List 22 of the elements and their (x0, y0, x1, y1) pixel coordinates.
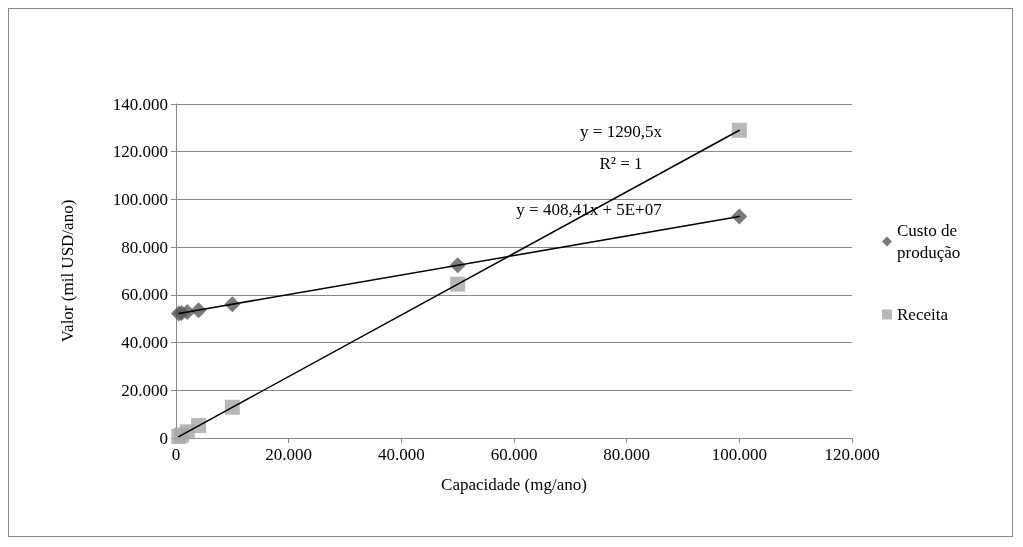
x-tick-label: 120.000 (824, 445, 880, 464)
annotation: R² = 1 (599, 153, 643, 173)
y-tick-label: 40.000 (121, 333, 168, 353)
legend-label: Custo de produção (897, 221, 962, 262)
annotation: y = 1290,5x (580, 121, 663, 141)
y-tick-label: 0 (159, 428, 168, 448)
x-tick-label: 20.000 (265, 445, 313, 464)
y-tick-label: 100.000 (112, 189, 168, 209)
y-axis-title: Valor (mil USD/ano) (58, 199, 77, 343)
x-tick-label: 0 (171, 445, 181, 464)
x-tick-label: 80.000 (603, 445, 651, 464)
y-tick-label: 20.000 (121, 380, 168, 400)
x-tick-label: 60.000 (490, 445, 538, 464)
x-tick-label: 100.000 (711, 445, 767, 464)
y-tick-label: 60.000 (121, 285, 168, 305)
x-axis-title: Capacidade (mg/ano) (441, 475, 587, 494)
legend-label: Receita (897, 305, 949, 324)
annotation: y = 408,41x + 5E+07 (516, 199, 663, 219)
y-tick-label: 120.000 (112, 142, 168, 162)
y-tick-label: 140.000 (112, 94, 168, 114)
y-tick-label: 80.000 (121, 237, 168, 257)
x-tick-label: 40.000 (377, 445, 425, 464)
